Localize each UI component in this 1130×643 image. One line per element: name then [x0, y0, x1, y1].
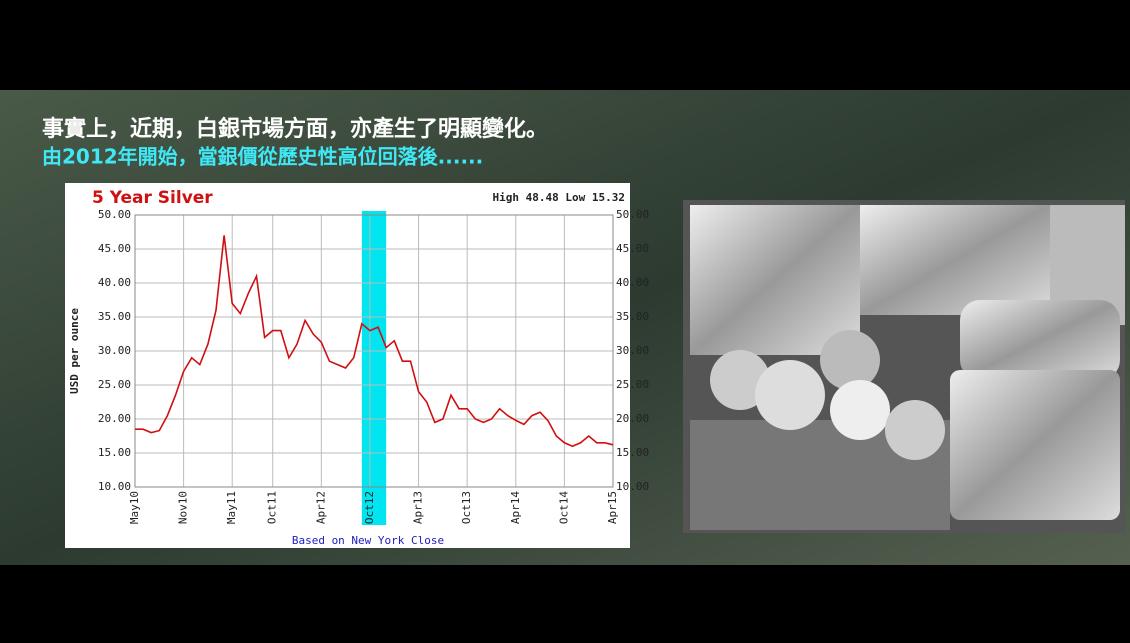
y-tick-label-right: 40.00: [616, 276, 649, 289]
y-tick-label: 20.00: [98, 412, 131, 425]
y-tick-label: 50.00: [98, 208, 131, 221]
chart-annotation: High 48.48 Low 15.32: [493, 191, 625, 204]
x-axis-label: Based on New York Close: [292, 534, 444, 547]
y-tick-label: 45.00: [98, 242, 131, 255]
y-tick-label: 35.00: [98, 310, 131, 323]
chart-title: 5 Year Silver: [92, 188, 213, 208]
x-tick-label: Oct13: [460, 491, 473, 524]
y-tick-label-right: 35.00: [616, 310, 649, 323]
y-tick-label-right: 20.00: [616, 412, 649, 425]
y-axis-label: USD per ounce: [68, 308, 81, 394]
x-tick-label: Apr13: [412, 491, 425, 524]
x-tick-label: Apr14: [509, 491, 522, 524]
y-tick-label-right: 45.00: [616, 242, 649, 255]
highlight-band: [361, 211, 387, 525]
slide-subtitle: 由2012年開始，當銀價從歷史性高位回落後......: [42, 145, 483, 169]
y-tick-label-right: 15.00: [616, 446, 649, 459]
y-tick-label-right: 25.00: [616, 378, 649, 391]
y-tick-label: 30.00: [98, 344, 131, 357]
plot-frame: [134, 214, 614, 488]
x-tick-label: Oct14: [557, 491, 570, 524]
y-tick-label: 15.00: [98, 446, 131, 459]
slide-title: 事實上，近期，白銀市場方面，亦產生了明顯變化。: [42, 116, 548, 142]
y-tick-label-right: 50.00: [616, 208, 649, 221]
plot: 10.00 10.00 15.00 15.00 20.00 20.00 25.00 25.00…: [98, 208, 649, 525]
y-tick-label: 25.00: [98, 378, 131, 391]
y-tick-label-right: 10.00: [616, 480, 649, 493]
photo: [683, 200, 1125, 533]
x-tick-label: Apr12: [314, 491, 327, 524]
price-line: [135, 235, 614, 448]
x-tick-label: Apr15: [606, 491, 619, 524]
x-tick-label: Oct11: [266, 491, 279, 524]
x-tick-label: Oct12: [363, 491, 376, 524]
x-tick-label: Nov10: [177, 491, 190, 524]
x-tick-label: May11: [225, 491, 238, 524]
x-tick-label: May10: [128, 491, 141, 524]
y-tick-label: 40.00: [98, 276, 131, 289]
y-tick-label: 10.00: [98, 480, 131, 493]
y-tick-label-right: 30.00: [616, 344, 649, 357]
